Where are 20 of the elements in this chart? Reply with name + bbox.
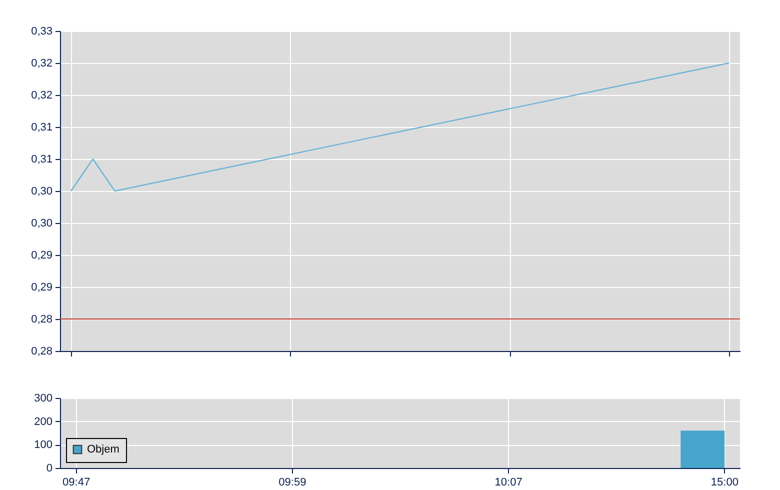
y-tick-label: 300: [34, 392, 52, 404]
y-tick-label: 200: [34, 416, 52, 428]
y-tick-label: 0,31: [31, 154, 52, 166]
y-tick-label: 0,29: [31, 250, 52, 262]
x-tick-label: 09:59: [278, 476, 306, 488]
y-tick-label: 0,31: [31, 122, 52, 134]
y-tick-label: 0,30: [31, 218, 52, 230]
y-tick-label: 0,28: [31, 346, 52, 358]
x-tick-label: 09:47: [62, 476, 90, 488]
legend-label: Objem: [87, 444, 120, 456]
y-tick-label: 100: [34, 439, 52, 452]
y-tick-label: 0,30: [31, 186, 52, 198]
y-tick-label: 0: [46, 462, 52, 474]
y-tick-label: 0,29: [31, 282, 52, 294]
x-tick-label: 10:07: [494, 476, 522, 488]
x-tick-label: 15:00: [710, 476, 738, 488]
y-tick-label: 0,32: [31, 58, 52, 70]
y-tick-label: 0,28: [31, 314, 52, 326]
y-tick-label: 0,32: [31, 90, 52, 102]
y-tick-label: 0,33: [31, 26, 52, 38]
